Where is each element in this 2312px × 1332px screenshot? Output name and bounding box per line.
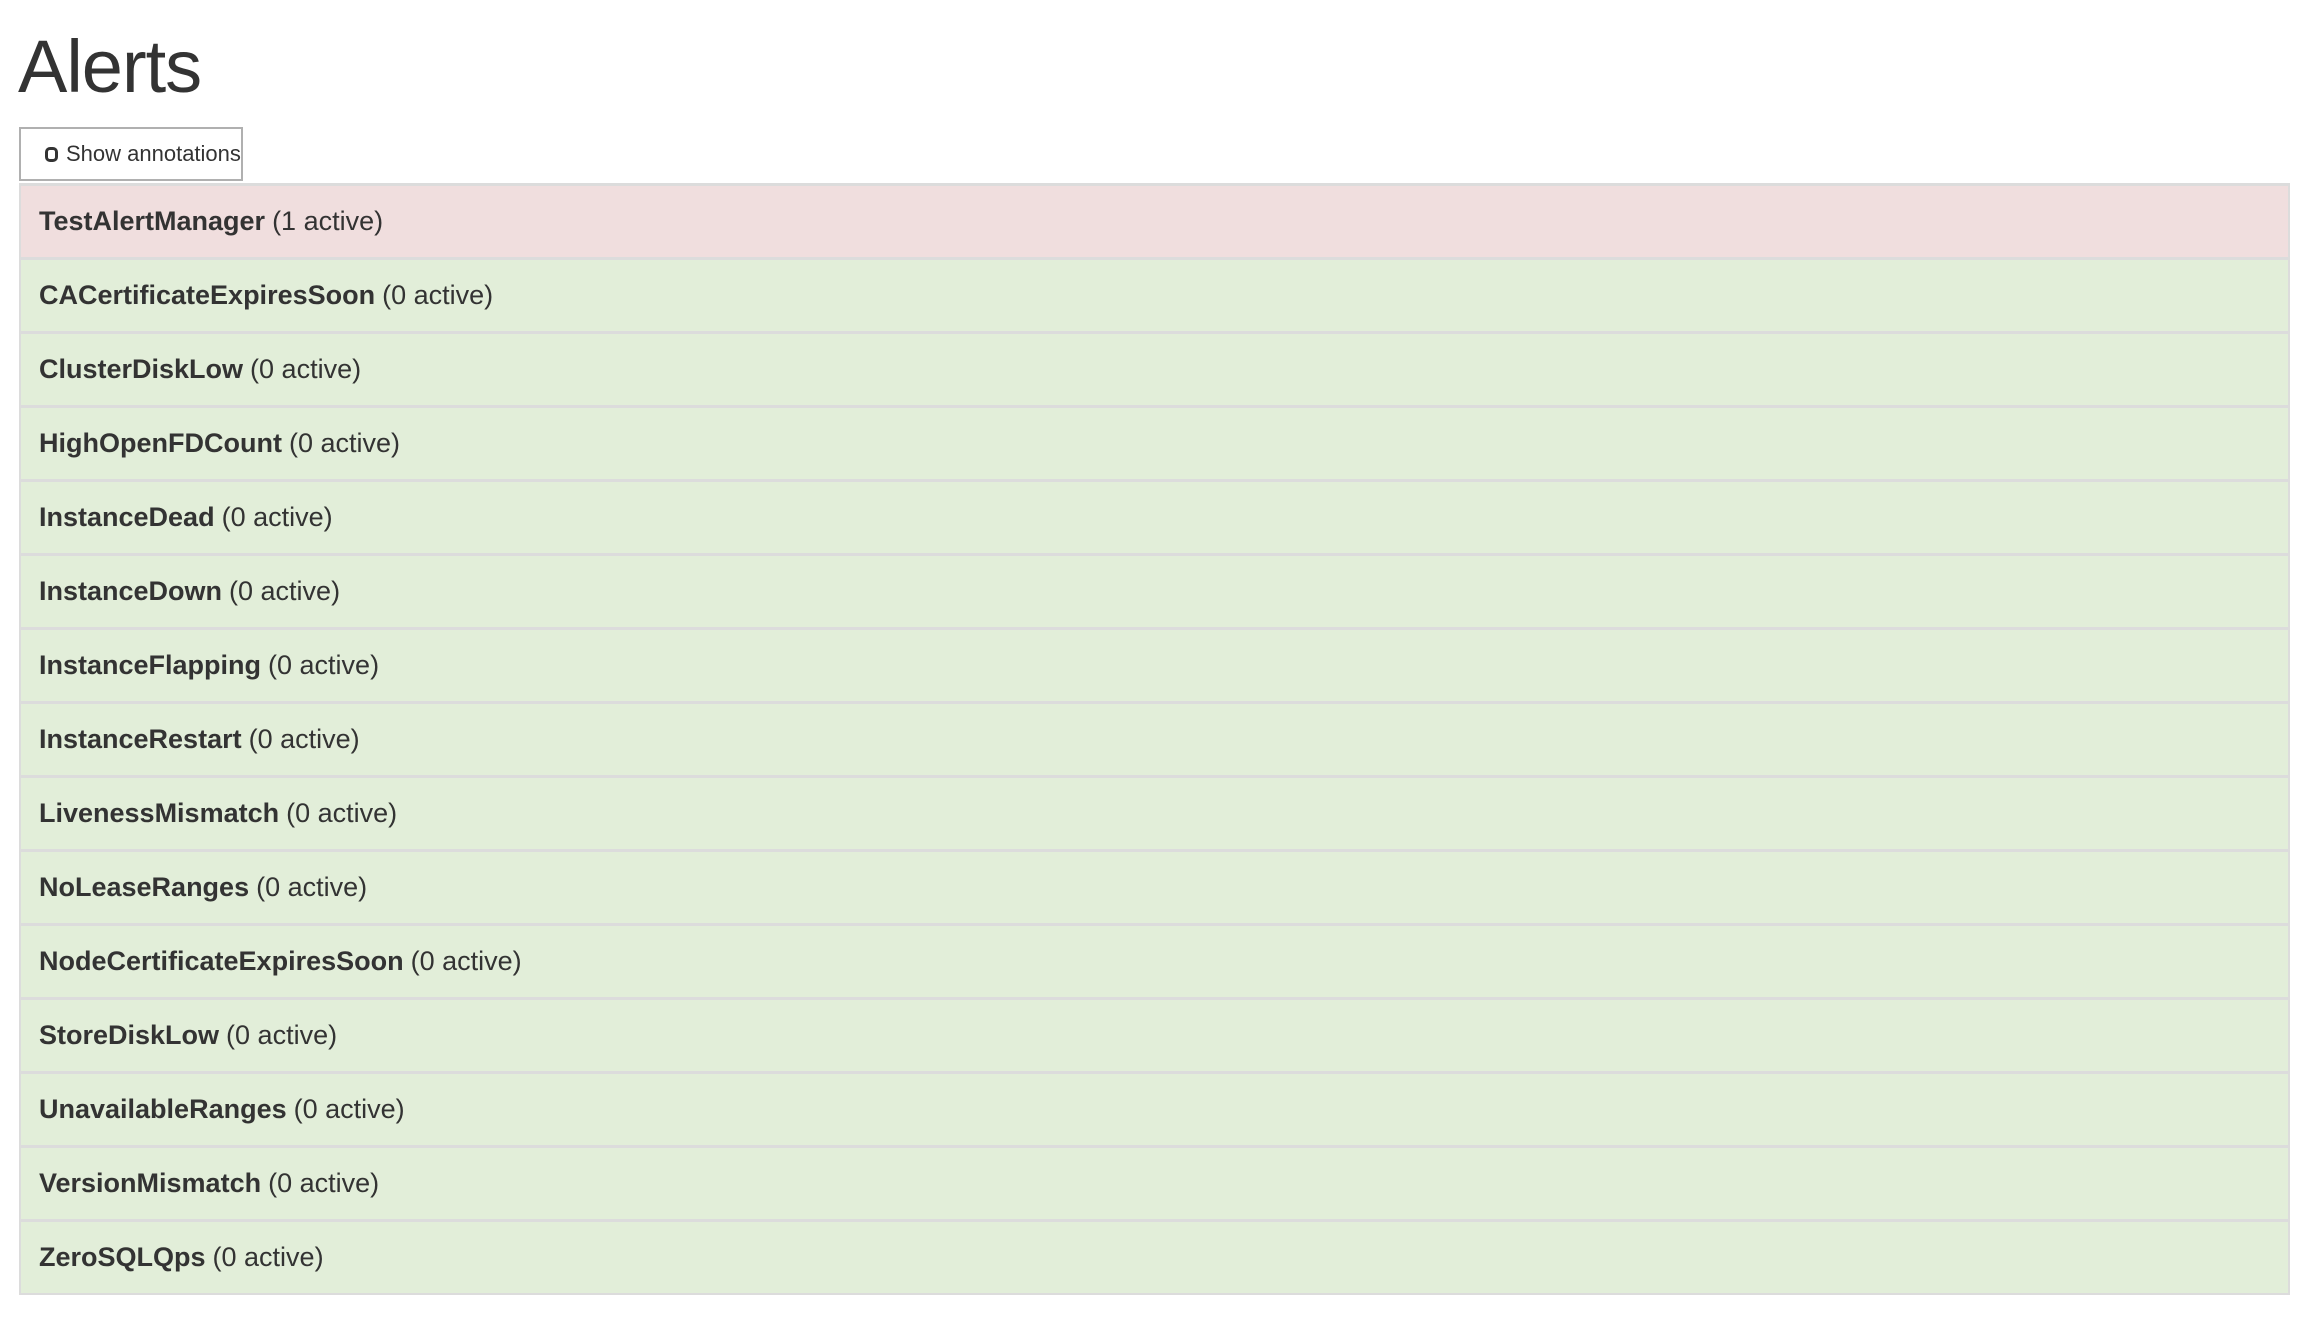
alert-active-count: (0 active) [256, 872, 368, 902]
alert-active-count: (0 active) [248, 724, 360, 754]
alert-active-count: (0 active) [410, 946, 522, 976]
alert-rule-row[interactable]: StoreDiskLow (0 active) [21, 997, 2288, 1071]
alert-list: TestAlertManager (1 active) CACertificateE… [19, 183, 2290, 1295]
alert-active-count: (0 active) [229, 576, 341, 606]
alert-name: VersionMismatch [39, 1168, 262, 1198]
alert-rule-row[interactable]: InstanceDown (0 active) [21, 553, 2288, 627]
alert-rule-row[interactable]: TestAlertManager (1 active) [21, 183, 2288, 257]
alert-name: ClusterDiskLow [39, 354, 244, 384]
checkbox-icon[interactable] [45, 146, 58, 162]
alert-name: ZeroSQLQps [39, 1242, 206, 1272]
page-title: Alerts [18, 25, 202, 108]
alert-name: TestAlertManager [39, 206, 266, 236]
alert-name: InstanceFlapping [39, 650, 262, 680]
alert-active-count: (0 active) [382, 280, 494, 310]
alert-name: LivenessMismatch [39, 798, 280, 828]
alert-rule-row[interactable]: InstanceRestart (0 active) [21, 701, 2288, 775]
alert-active-count: (0 active) [288, 428, 400, 458]
alert-rule-row[interactable]: ZeroSQLQps (0 active) [21, 1219, 2288, 1293]
alert-active-count: (0 active) [250, 354, 362, 384]
alert-name: InstanceDead [39, 502, 215, 532]
alert-name: NodeCertificateExpiresSoon [39, 946, 404, 976]
alert-rule-row[interactable]: VersionMismatch (0 active) [21, 1145, 2288, 1219]
show-annotations-label: Show annotations [66, 141, 241, 166]
alert-active-count: (0 active) [212, 1242, 324, 1272]
alert-rule-row[interactable]: NodeCertificateExpiresSoon (0 active) [21, 923, 2288, 997]
alert-rule-row[interactable]: NoLeaseRanges (0 active) [21, 849, 2288, 923]
alert-active-count: (0 active) [221, 502, 333, 532]
alert-name: CACertificateExpiresSoon [39, 280, 376, 310]
alert-active-count: (0 active) [268, 650, 380, 680]
alert-rule-row[interactable]: ClusterDiskLow (0 active) [21, 331, 2288, 405]
alert-name: HighOpenFDCount [39, 428, 282, 458]
alert-name: NoLeaseRanges [39, 872, 250, 902]
alert-rule-row[interactable]: InstanceFlapping (0 active) [21, 627, 2288, 701]
alert-active-count: (1 active) [272, 206, 384, 236]
alert-active-count: (0 active) [293, 1094, 405, 1124]
alert-active-count: (0 active) [286, 798, 398, 828]
alert-active-count: (0 active) [268, 1168, 380, 1198]
alert-name: StoreDiskLow [39, 1020, 220, 1050]
alert-name: InstanceDown [39, 576, 223, 606]
alert-rule-row[interactable]: LivenessMismatch (0 active) [21, 775, 2288, 849]
alert-name: InstanceRestart [39, 724, 242, 754]
alert-name: UnavailableRanges [39, 1094, 287, 1124]
alert-rule-row[interactable]: CACertificateExpiresSoon (0 active) [21, 257, 2288, 331]
show-annotations-toggle[interactable]: Show annotations [19, 127, 243, 181]
alert-rule-row[interactable]: UnavailableRanges (0 active) [21, 1071, 2288, 1145]
alert-rule-row[interactable]: HighOpenFDCount (0 active) [21, 405, 2288, 479]
alert-active-count: (0 active) [226, 1020, 338, 1050]
alert-rule-row[interactable]: InstanceDead (0 active) [21, 479, 2288, 553]
